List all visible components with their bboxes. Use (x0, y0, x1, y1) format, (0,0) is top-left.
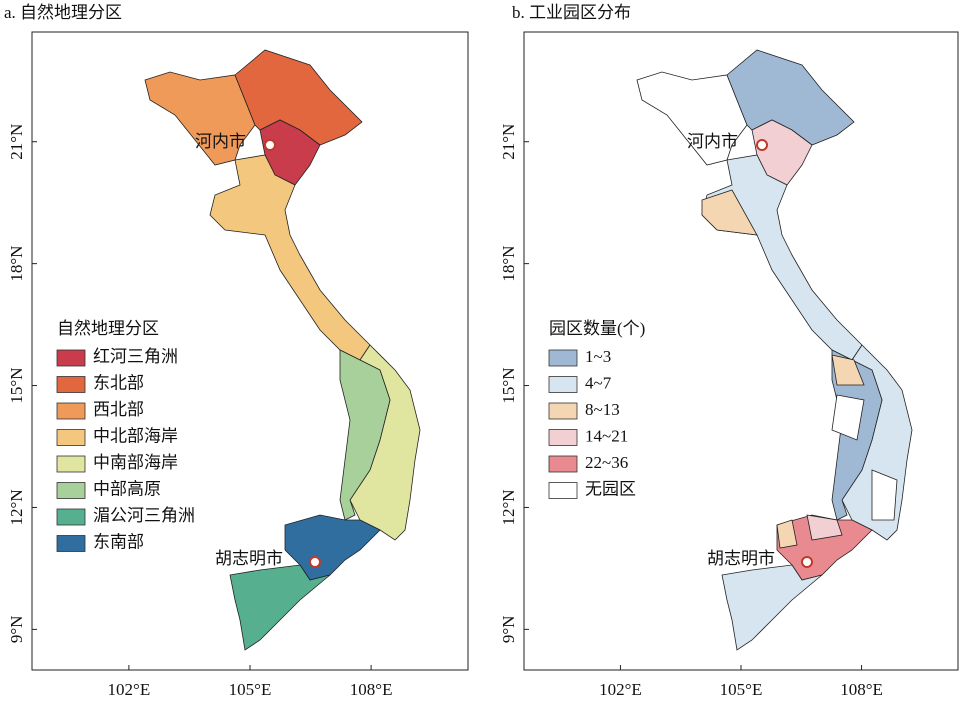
legend-label: 西北部 (93, 400, 144, 419)
panel-title: b. 工业园区分布 (512, 3, 631, 22)
city-marker (801, 556, 813, 568)
legend-swatch (548, 349, 578, 367)
legend-swatch (548, 429, 578, 446)
legend-swatch (56, 402, 86, 420)
lon-label: 108°E (840, 680, 883, 699)
region (284, 514, 381, 581)
legend-label: 东北部 (93, 373, 144, 392)
lat-label: 12°N (499, 489, 518, 525)
map-frame (523, 31, 959, 671)
legend-title: 自然地理分区 (57, 319, 159, 338)
lon-label: 105°E (229, 680, 272, 699)
lat-label: 15°N (499, 368, 518, 404)
lat-label: 15°N (7, 368, 26, 404)
legend-swatch (56, 376, 86, 393)
legend-swatch (56, 508, 86, 526)
region (229, 564, 331, 651)
lat-label: 18°N (499, 246, 518, 282)
legend-swatch (56, 349, 86, 367)
city-label: 胡志明市 (215, 549, 283, 568)
map-frame (31, 31, 469, 671)
region (831, 394, 865, 441)
legend-label: 中南部海岸 (93, 453, 178, 472)
region (831, 354, 865, 386)
city-label: 河内市 (195, 132, 246, 151)
city-marker (309, 556, 321, 568)
legend-swatch (548, 455, 578, 473)
lon-label: 102°E (599, 680, 642, 699)
lat-label: 21°N (499, 124, 518, 160)
legend-swatch (56, 429, 86, 446)
city-marker (264, 139, 276, 151)
legend-label: 中部高原 (93, 479, 161, 498)
lon-label: 105°E (720, 680, 763, 699)
lon-label: 108°E (350, 680, 393, 699)
legend-label: 22~36 (585, 453, 628, 472)
city-marker (756, 139, 768, 151)
legend-label: 14~21 (585, 426, 628, 445)
legend-label: 中北部海岸 (93, 426, 178, 445)
legend-label: 无园区 (585, 479, 636, 498)
legend-label: 东南部 (93, 532, 144, 551)
legend-title: 园区数量(个) (549, 319, 645, 338)
lat-label: 12°N (7, 489, 26, 525)
legend-label: 1~3 (585, 347, 611, 366)
lat-label: 9°N (499, 616, 518, 644)
city-label: 胡志明市 (707, 549, 775, 568)
region (144, 71, 256, 166)
region (701, 189, 758, 236)
lat-label: 9°N (7, 616, 26, 644)
legend-swatch (56, 535, 86, 552)
region (339, 349, 391, 521)
city-label: 河内市 (687, 132, 738, 151)
region (776, 519, 798, 549)
region (806, 514, 843, 541)
legend-label: 8~13 (585, 400, 620, 419)
legend-label: 湄公河三角洲 (93, 506, 195, 525)
map-panel: b. 工业园区分布 102°E 105°E 108°E 21°N 18°N 15°N 12°N… (499, 3, 959, 699)
legend-swatch (548, 402, 578, 420)
lat-label: 18°N (7, 246, 26, 282)
map-panel: a. 自然地理分区 102°E 105°E 108°E 21°N 18°N 15°N 12°N… (4, 3, 469, 699)
region (636, 71, 748, 166)
lon-label: 102°E (108, 680, 151, 699)
legend-swatch (548, 376, 578, 393)
legend-swatch (56, 482, 86, 499)
legend-swatch (548, 482, 578, 499)
legend-label: 红河三角洲 (93, 347, 178, 366)
legend-label: 4~7 (585, 373, 612, 392)
lat-label: 21°N (7, 124, 26, 160)
region (721, 564, 823, 651)
panel-title: a. 自然地理分区 (4, 3, 122, 22)
legend-swatch (56, 455, 86, 473)
region (871, 469, 898, 521)
